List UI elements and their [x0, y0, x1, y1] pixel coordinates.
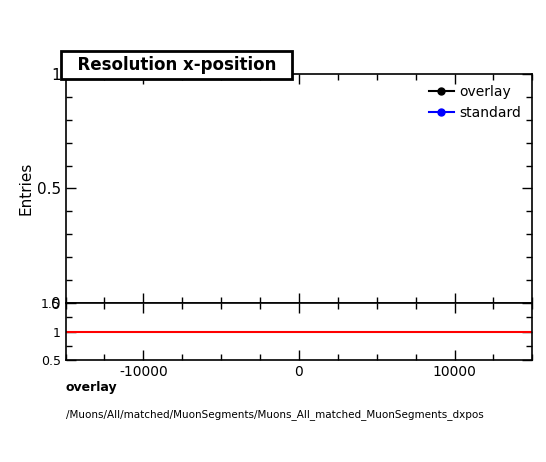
- Text: overlay: overlay: [66, 381, 117, 394]
- Legend: overlay, standard: overlay, standard: [425, 81, 525, 124]
- Y-axis label: Entries: Entries: [19, 162, 34, 215]
- Text: Resolution x-position: Resolution x-position: [66, 56, 287, 74]
- Text: /Muons/All/matched/MuonSegments/Muons_All_matched_MuonSegments_dxpos: /Muons/All/matched/MuonSegments/Muons_Al…: [66, 409, 483, 420]
